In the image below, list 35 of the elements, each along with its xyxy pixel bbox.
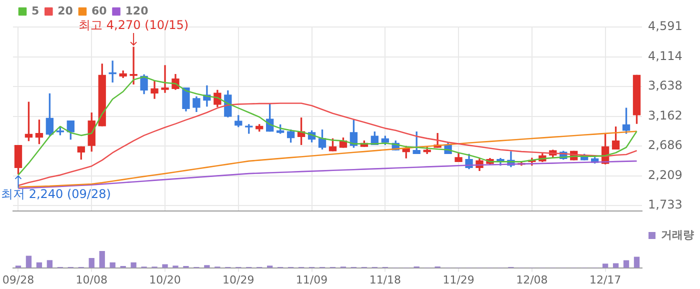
annotation: 최저 2,240 (09/28) — [1, 187, 111, 202]
y-tick-label: 2,209 — [648, 168, 682, 182]
bar — [110, 262, 116, 268]
bar — [602, 264, 608, 268]
x-tick-label: 12/17 — [589, 273, 622, 286]
bar — [162, 264, 168, 268]
y-tick-label: 4,114 — [648, 48, 682, 63]
legend-label: 60 — [91, 4, 108, 18]
legend-label: 120 — [125, 4, 149, 18]
bar — [26, 256, 32, 268]
y-tick-label: 3,162 — [648, 108, 682, 122]
legend-label: 20 — [58, 4, 74, 18]
x-tick-label: 10/29 — [222, 273, 254, 286]
y-tick-label: 2,686 — [648, 138, 682, 152]
y-tick-label: 3,638 — [648, 78, 682, 93]
bar — [88, 258, 94, 268]
bar — [46, 260, 53, 268]
bar — [634, 256, 640, 268]
x-tick-label: 11/29 — [442, 273, 474, 286]
bar — [36, 262, 42, 268]
bar — [204, 265, 210, 268]
legend-label: 거래량 — [661, 228, 694, 242]
bar — [99, 251, 105, 268]
x-tick-label: 10/20 — [149, 273, 181, 286]
annotation: 최고 4,270 (10/15) — [78, 18, 189, 32]
y-tick-label: 1,733 — [648, 198, 682, 212]
x-tick-label: 10/08 — [76, 273, 108, 286]
x-tick-label: 11/18 — [369, 273, 402, 286]
x-tick-label: 09/28 — [2, 273, 34, 286]
bar — [130, 262, 136, 268]
y-tick-label: 4,591 — [648, 19, 682, 34]
x-tick-label: 11/09 — [296, 273, 328, 286]
legend-label: 5 — [32, 4, 40, 18]
x-tick-label: 12/08 — [516, 273, 548, 286]
bar — [623, 260, 630, 268]
